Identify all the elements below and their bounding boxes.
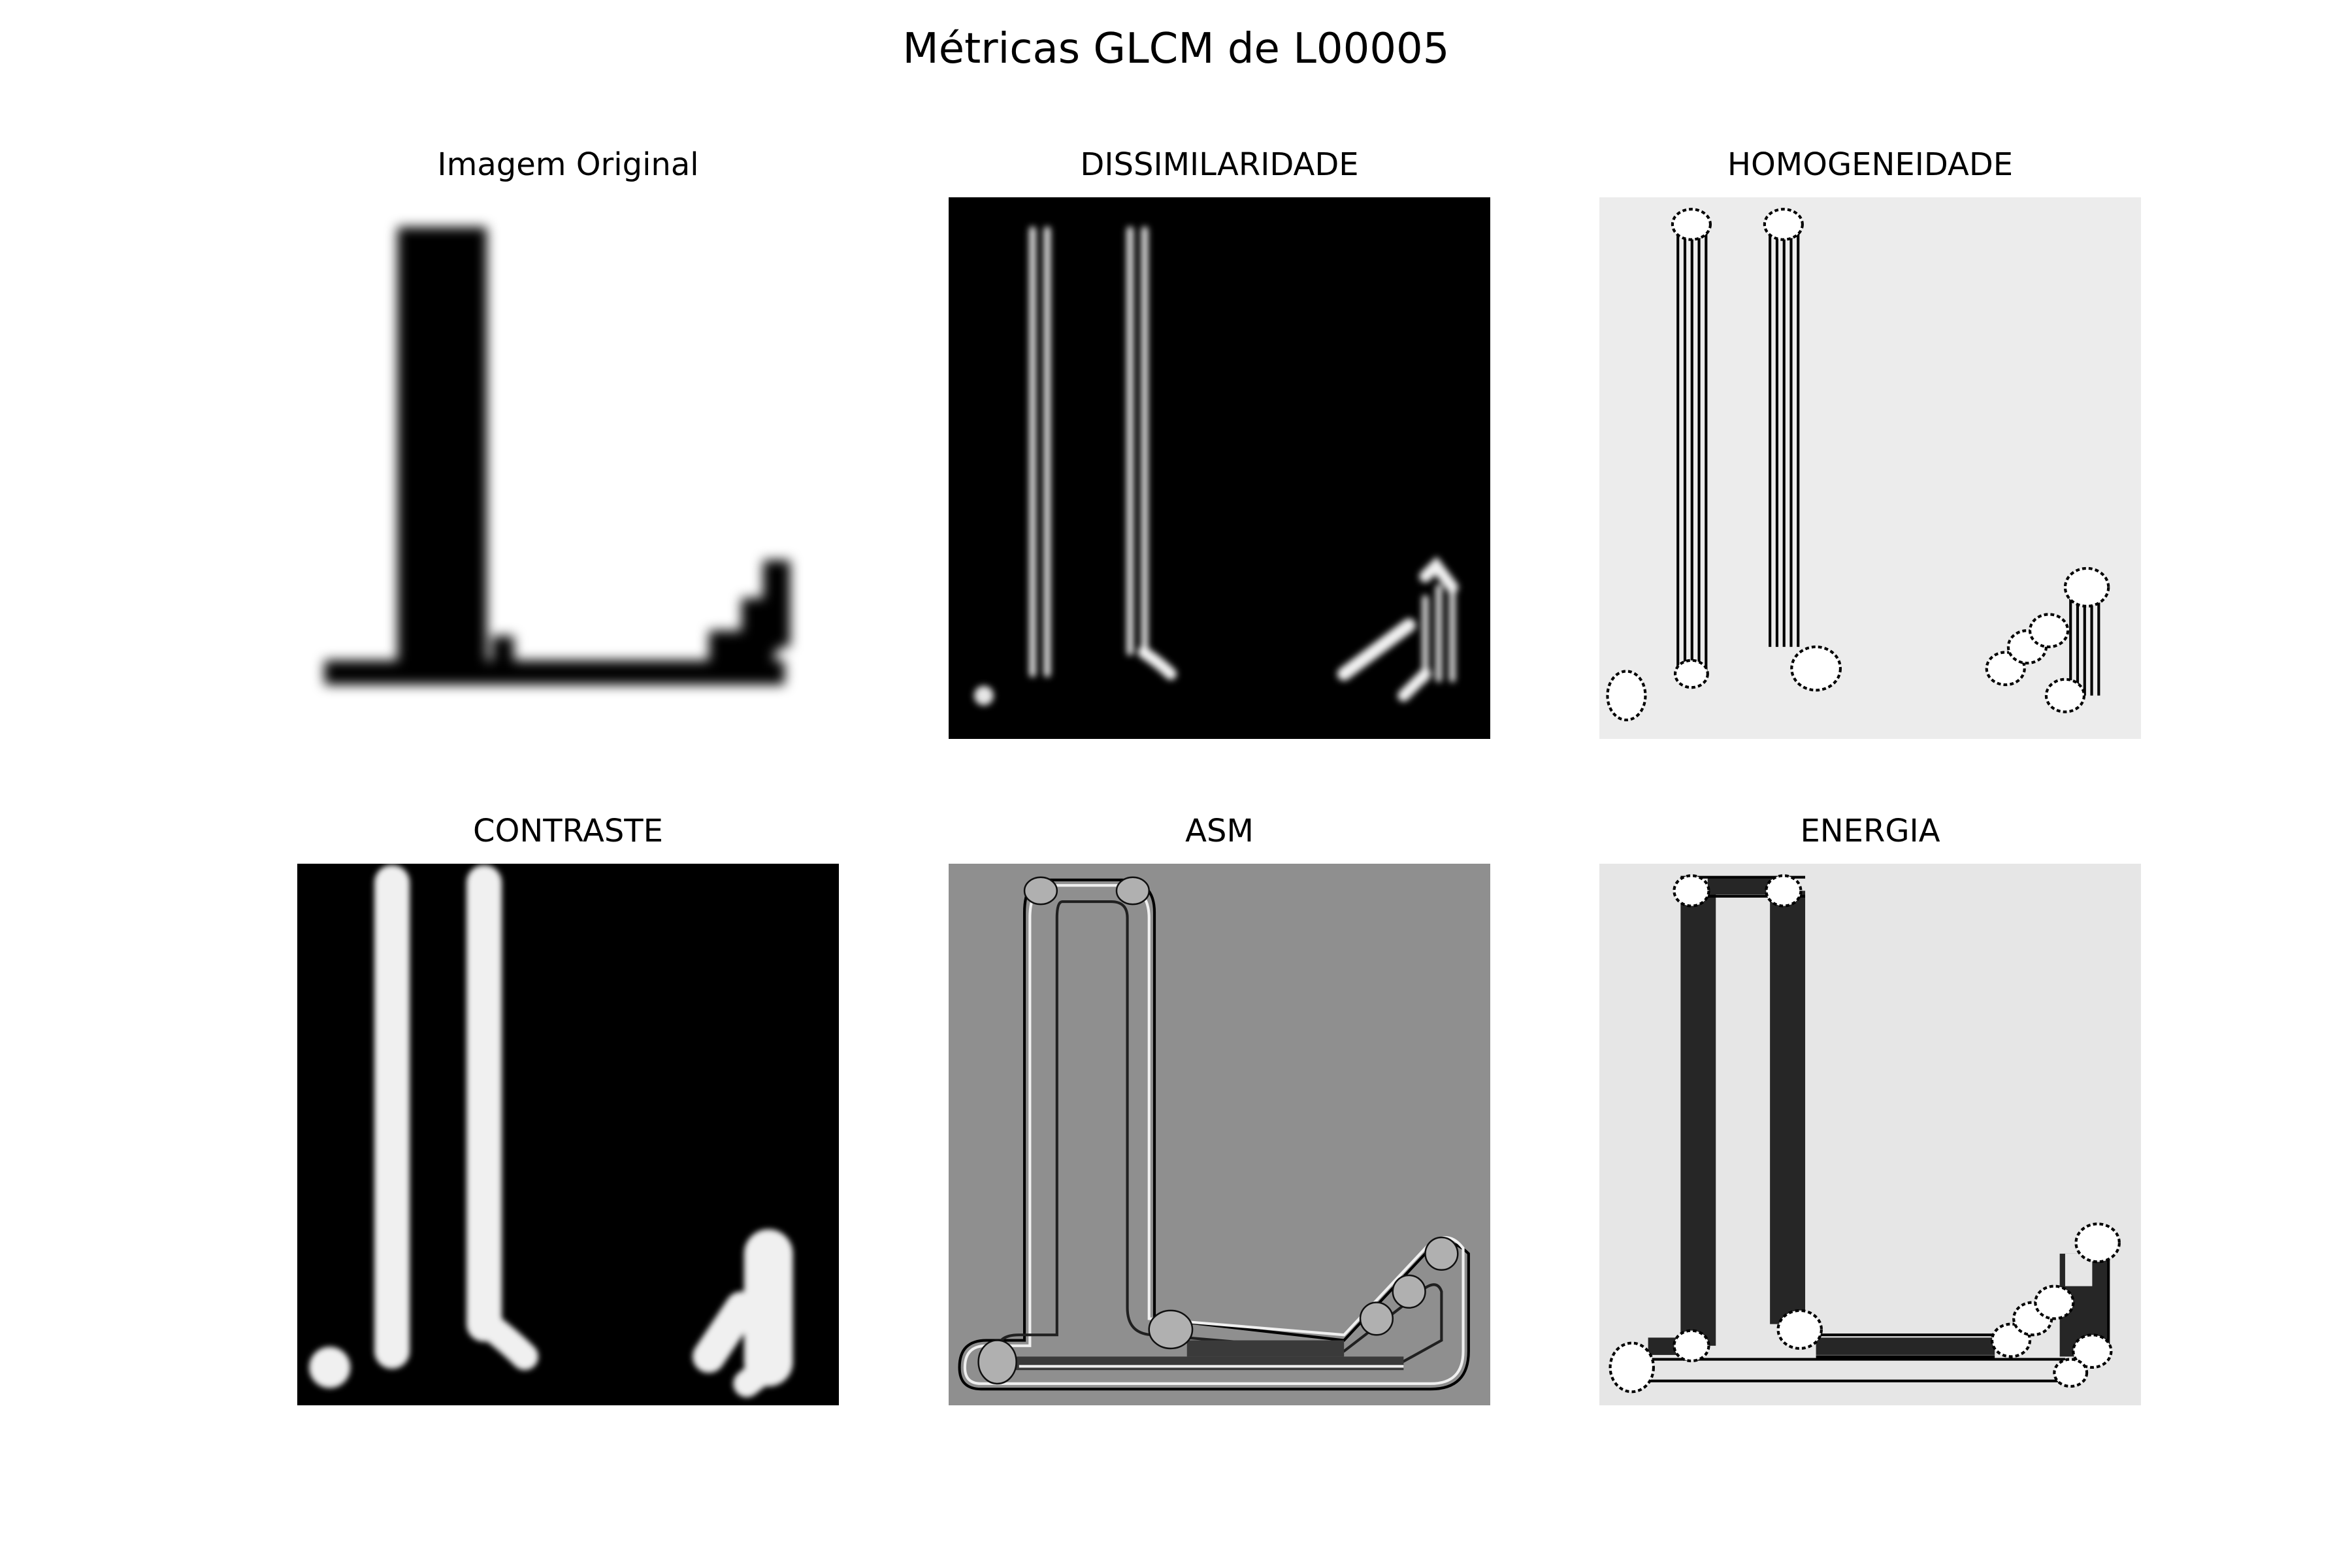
panel-asm: ASM	[949, 813, 1490, 1405]
panel-title-energy: ENERGIA	[1800, 813, 1940, 849]
homogeneity-map	[1599, 197, 2141, 739]
texture-blobs	[1606, 208, 2110, 722]
panel-title-dissimilarity: DISSIMILARIDADE	[1080, 146, 1359, 183]
map-background	[949, 864, 1490, 1405]
map-background	[1599, 197, 2141, 739]
asm-map	[949, 864, 1490, 1405]
panel-original-image: Imagem Original	[297, 146, 839, 739]
contour-highlight	[963, 884, 1465, 1385]
panel-title-original: Imagem Original	[437, 146, 699, 183]
panel-dissimilarity: DISSIMILARIDADE	[949, 146, 1490, 739]
texture-blobs	[1609, 874, 2121, 1394]
panel-energy: ENERGIA	[1599, 813, 2141, 1405]
gradient-corners	[977, 876, 1459, 1385]
panel-homogeneity: HOMOGENEIDADE	[1599, 146, 2141, 739]
inner-contour	[996, 900, 1443, 1369]
edge-lines	[1676, 224, 2100, 696]
panel-title-asm: ASM	[1185, 813, 1254, 849]
panel-title-homogeneity: HOMOGENEIDADE	[1727, 146, 2014, 183]
dark-bands	[1648, 877, 2109, 1357]
figure-title: Métricas GLCM de L00005	[902, 25, 1450, 73]
energy-map	[1599, 864, 2141, 1405]
edge-strokes	[309, 865, 793, 1397]
letter-l-shape	[324, 227, 791, 685]
original-image	[297, 197, 839, 739]
panel-contrast: CONTRASTE	[297, 813, 839, 1405]
contrast-map	[297, 864, 839, 1405]
edge-strokes	[973, 226, 1459, 706]
map-background	[949, 197, 1490, 739]
dissimilarity-map	[949, 197, 1490, 739]
panel-title-contrast: CONTRASTE	[473, 813, 663, 849]
